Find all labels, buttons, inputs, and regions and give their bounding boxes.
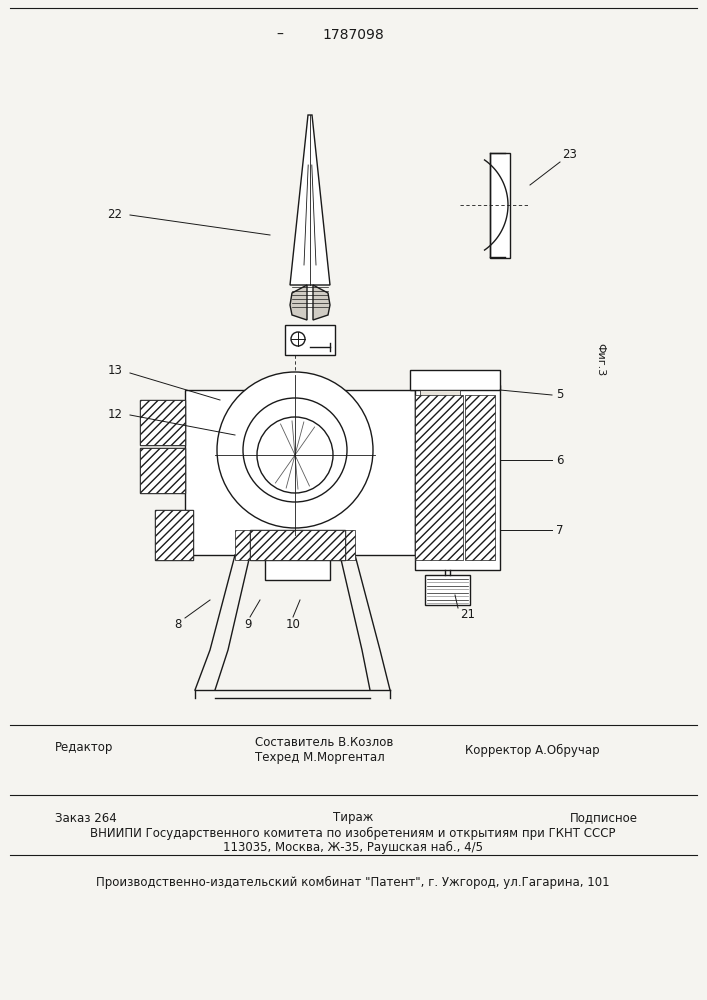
Text: 7: 7 (556, 524, 563, 536)
Text: 9: 9 (244, 618, 252, 632)
Text: 12: 12 (107, 408, 122, 422)
Polygon shape (313, 285, 330, 320)
Bar (140, 400, 185, 445)
Text: Составитель В.Козлов: Составитель В.Козлов (255, 736, 393, 750)
Bar (155, 510, 193, 560)
Text: Корректор А.Обручар: Корректор А.Обручар (465, 743, 600, 757)
Bar (185, 390, 415, 555)
Text: 1787098: 1787098 (322, 28, 384, 42)
Text: 8: 8 (175, 618, 182, 632)
Bar (420, 390, 460, 545)
Text: 5: 5 (556, 388, 563, 401)
Text: Тираж: Тираж (333, 812, 373, 824)
Bar (155, 510, 193, 560)
Text: Редактор: Редактор (55, 742, 113, 754)
Bar (140, 400, 185, 445)
Circle shape (217, 372, 373, 528)
Text: Техред М.Моргентал: Техред М.Моргентал (255, 750, 385, 764)
Text: 6: 6 (556, 454, 563, 466)
Text: Заказ 264: Заказ 264 (55, 812, 117, 824)
Text: 22: 22 (107, 209, 122, 222)
Text: 23: 23 (563, 148, 578, 161)
Text: –: – (276, 28, 284, 42)
Bar (490, 153, 510, 258)
Bar (140, 448, 185, 493)
Text: ВНИИПИ Государственного комитета по изобретениям и открытиям при ГКНТ СССР: ВНИИПИ Государственного комитета по изоб… (90, 826, 616, 840)
Bar (415, 385, 500, 570)
Bar (425, 575, 470, 605)
Circle shape (257, 417, 333, 493)
Circle shape (243, 398, 347, 502)
Text: Подписное: Подписное (570, 812, 638, 824)
Text: Фиг.3: Фиг.3 (595, 343, 605, 377)
Bar (140, 448, 185, 493)
Text: 10: 10 (286, 618, 300, 632)
Bar (410, 370, 500, 390)
Bar (250, 530, 345, 560)
Text: 113035, Москва, Ж-35, Раушская наб., 4/5: 113035, Москва, Ж-35, Раушская наб., 4/5 (223, 840, 483, 854)
Text: Производственно-издательский комбинат "Патент", г. Ужгород, ул.Гагарина, 101: Производственно-издательский комбинат "П… (96, 875, 610, 889)
Text: 21: 21 (460, 608, 476, 621)
Polygon shape (290, 115, 330, 285)
Bar (285, 325, 335, 355)
Circle shape (291, 332, 305, 346)
Text: 13: 13 (107, 363, 122, 376)
Bar (235, 530, 355, 560)
Bar (265, 555, 330, 580)
Polygon shape (290, 285, 307, 320)
Bar (250, 530, 345, 560)
Bar (465, 395, 495, 560)
Bar (415, 395, 463, 560)
